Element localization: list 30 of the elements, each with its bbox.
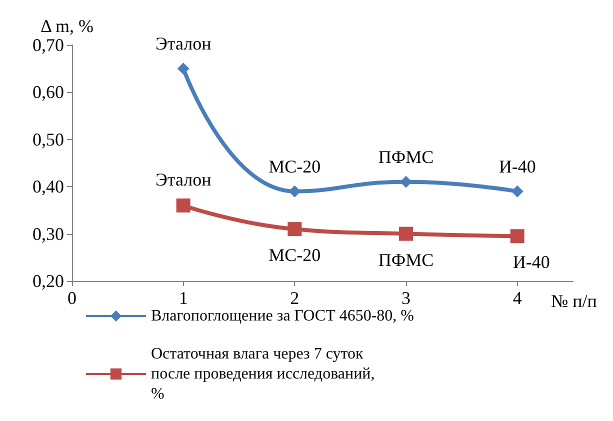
- y-tick-label: 0,50: [32, 129, 64, 150]
- y-tick-label: 0,70: [32, 35, 64, 55]
- y-tick-label: 0,30: [32, 224, 64, 244]
- annotation: И-40: [512, 252, 550, 272]
- legend-label: Остаточная влага через 7 суток после проведения исследований, %: [151, 346, 379, 402]
- point: [510, 229, 524, 244]
- y-tick-label: 0,60: [32, 82, 64, 102]
- x-axis-title: № п/п: [551, 291, 598, 311]
- annotation: И-40: [498, 156, 536, 176]
- x-tick-label: 4: [512, 288, 522, 308]
- annotation: Эталон: [155, 169, 212, 190]
- x-tick-label: 3: [402, 288, 410, 308]
- y-axis-title: Δ m, %: [40, 16, 94, 36]
- point: [176, 198, 190, 212]
- annotation: Эталон: [155, 34, 212, 54]
- point: [511, 185, 524, 198]
- annotation: ПФМС: [378, 146, 434, 167]
- x-tick-label: 1: [178, 288, 188, 308]
- x-tick-label: 0: [68, 288, 76, 308]
- y-tick-label: 0,20: [32, 271, 64, 291]
- y-tick-label: 0,40: [32, 176, 64, 197]
- annotation: МС-20: [268, 156, 321, 176]
- point: [288, 222, 302, 236]
- point: [400, 176, 412, 188]
- point: [177, 62, 190, 75]
- point: [399, 226, 413, 241]
- legend-label: Влагопоглощение за ГОСТ 4650-80, %: [151, 308, 414, 324]
- x-tick-label: 2: [290, 288, 300, 308]
- annotation: ПФМС: [378, 250, 434, 270]
- annotation: МС-20: [268, 245, 321, 266]
